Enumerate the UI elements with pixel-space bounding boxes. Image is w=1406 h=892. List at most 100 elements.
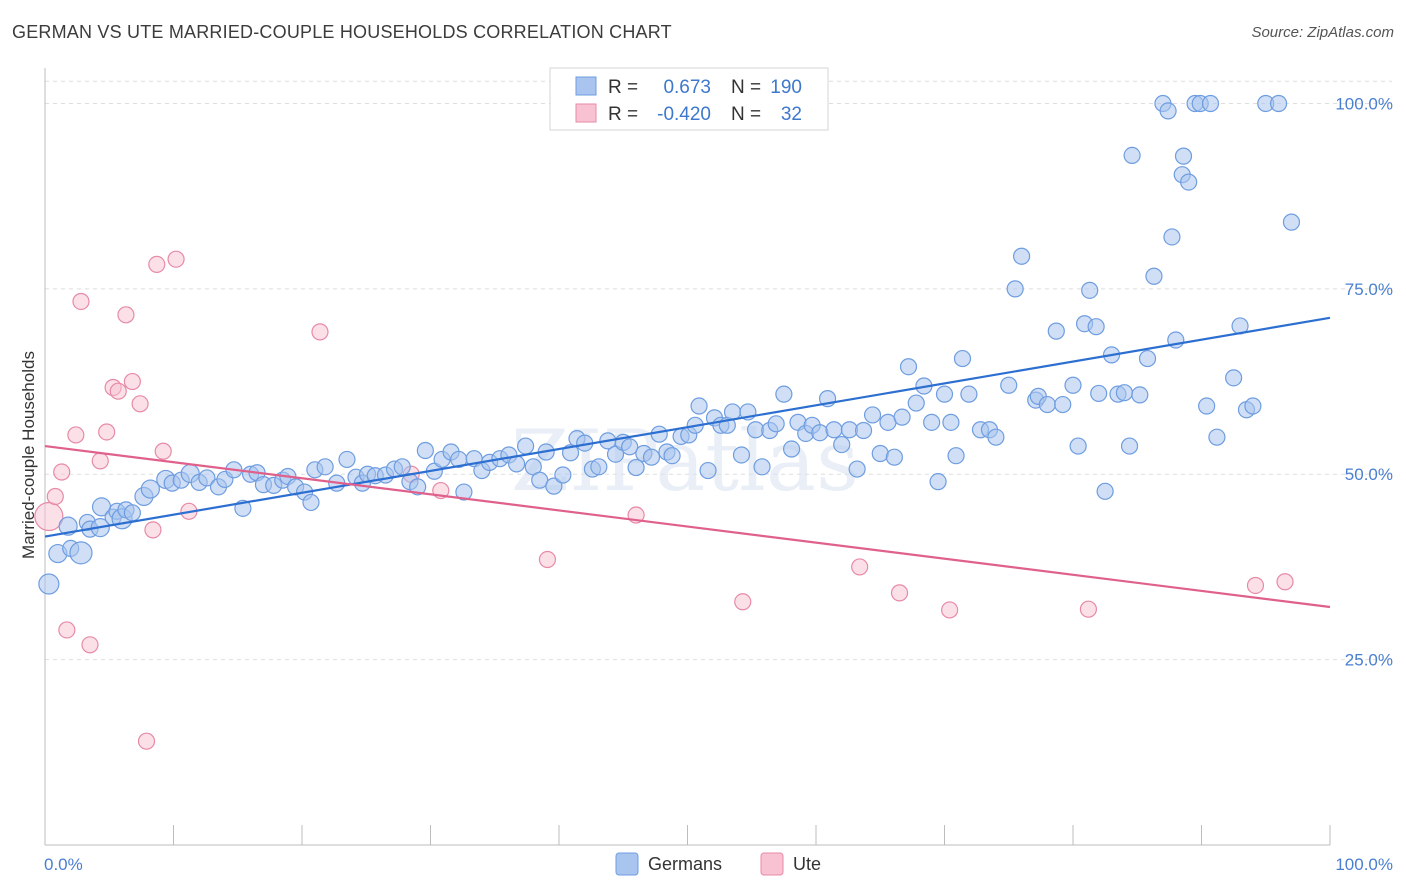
ute-point — [1079, 600, 1098, 618]
x-tick-label-max: 100.0% — [1335, 855, 1393, 874]
german-point — [690, 397, 708, 415]
german-point — [123, 504, 141, 522]
german-point — [775, 385, 793, 403]
german-point — [650, 425, 668, 443]
ute-point — [34, 501, 64, 532]
german-point — [1120, 437, 1139, 455]
german-point — [825, 421, 843, 439]
german-point — [833, 435, 851, 454]
ute-point — [109, 382, 127, 400]
german-point — [455, 483, 473, 501]
ute-point — [890, 584, 909, 602]
german-point — [732, 446, 751, 464]
ute-point — [98, 423, 116, 441]
german-point — [848, 460, 866, 478]
x-tick-label-min: 0.0% — [44, 855, 83, 874]
source-label: Source: ZipAtlas.com — [1251, 24, 1394, 41]
bottom-legend-label-germans: Germans — [648, 854, 722, 874]
german-point — [1269, 94, 1288, 113]
german-point — [198, 469, 216, 487]
y-tick-label: 25.0% — [1345, 651, 1393, 670]
german-point — [1064, 376, 1082, 394]
bottom-legend-swatch-germans — [615, 852, 639, 876]
german-point — [1000, 376, 1018, 394]
german-point — [606, 445, 625, 463]
gridlines — [45, 80, 1392, 661]
german-point — [1208, 428, 1226, 446]
ute-point — [941, 601, 959, 619]
series-legend: Germans Ute — [615, 852, 821, 876]
german-point — [1131, 386, 1149, 404]
german-point — [627, 458, 645, 477]
german-point — [953, 349, 972, 368]
german-point — [1115, 384, 1134, 402]
german-point — [1096, 482, 1114, 500]
legend-r-value-germans: 0.673 — [663, 77, 711, 98]
german-point — [899, 358, 918, 376]
ute-point — [1246, 576, 1265, 595]
german-point — [302, 493, 320, 512]
german-point — [1201, 94, 1220, 113]
german-point — [316, 458, 334, 476]
legend-r-label-ute: R = — [608, 104, 638, 125]
german-point — [907, 394, 925, 412]
german-point — [663, 447, 681, 465]
german-point — [811, 424, 829, 442]
german-point — [942, 413, 960, 431]
german-point — [1047, 322, 1065, 340]
german-point — [1054, 395, 1072, 414]
legend-n-label-germans: N = — [731, 77, 761, 98]
german-point — [935, 385, 954, 403]
chart-title: GERMAN VS UTE MARRIED-COUPLE HOUSEHOLDS … — [12, 22, 672, 42]
ute-point — [72, 292, 90, 311]
german-point — [1282, 213, 1301, 231]
x-ticks — [44, 825, 1331, 845]
ute-point — [734, 593, 752, 611]
y-tick-label: 50.0% — [1345, 465, 1393, 484]
german-point — [58, 516, 78, 536]
german-point — [893, 408, 911, 426]
legend-n-value-ute: 32 — [781, 104, 802, 125]
y-tick-labels: 25.0% 50.0% 75.0% 100.0% — [1335, 94, 1393, 669]
ute-point — [67, 426, 85, 444]
ute-point — [144, 521, 162, 539]
trend-lines — [44, 316, 1331, 609]
german-point — [338, 450, 356, 469]
legend-swatch-germans — [575, 76, 597, 96]
german-point — [987, 428, 1005, 446]
german-point — [38, 573, 60, 595]
ute-point — [58, 621, 76, 639]
german-point — [1069, 437, 1087, 455]
ute-point — [91, 452, 109, 470]
ute-point — [167, 250, 185, 268]
german-point — [554, 466, 572, 484]
legend-n-label-ute: N = — [731, 104, 761, 125]
y-tick-label: 75.0% — [1345, 280, 1393, 299]
german-point — [863, 406, 882, 424]
ute-trend-line — [44, 444, 1331, 609]
german-point — [642, 448, 661, 466]
bottom-legend-label-ute: Ute — [793, 854, 821, 874]
german-point — [753, 458, 771, 476]
ute-point — [53, 463, 71, 481]
german-point — [1012, 247, 1031, 265]
german-point — [1087, 318, 1105, 336]
ute-point — [154, 442, 172, 460]
ute-point — [148, 255, 166, 273]
y-axis-title: Married-couple Households — [19, 351, 38, 559]
german-point — [947, 447, 965, 465]
germans-trend-line — [44, 316, 1331, 538]
german-point — [409, 478, 427, 496]
german-point — [1123, 146, 1141, 164]
german-point — [1244, 397, 1262, 415]
legend-r-value-ute: -0.420 — [657, 104, 711, 125]
german-point — [1159, 102, 1177, 120]
german-point — [1038, 395, 1056, 414]
german-point — [393, 458, 411, 476]
german-point — [516, 437, 535, 455]
stats-legend: R = 0.673 N = 190 R = -0.420 N = 32 — [549, 67, 829, 131]
ute-point — [131, 395, 149, 413]
legend-swatch-ute — [575, 103, 597, 123]
german-point — [1145, 267, 1163, 285]
